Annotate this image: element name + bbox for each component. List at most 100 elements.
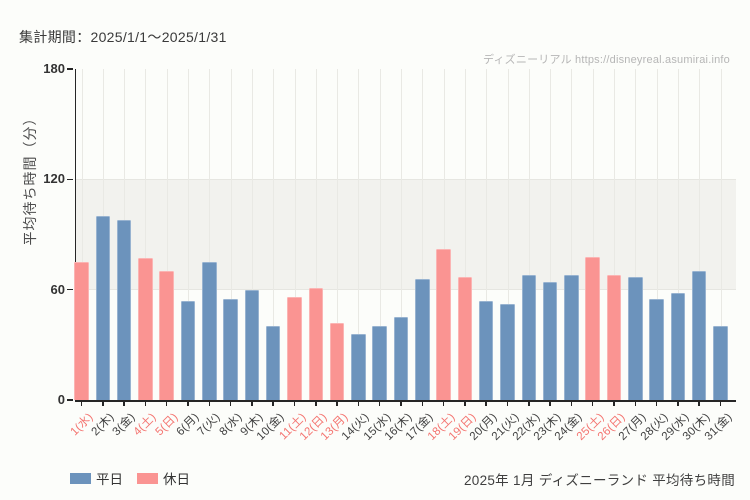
gridline (635, 69, 637, 400)
x-tick (272, 402, 274, 406)
x-tick (506, 402, 509, 406)
bar-day-7 (202, 262, 217, 400)
gridline (592, 69, 594, 400)
x-tick (229, 402, 232, 406)
x-tick (251, 402, 253, 406)
bar-day-23 (542, 282, 558, 400)
bar-day-15 (372, 326, 387, 400)
x-tick (591, 402, 594, 406)
legend: 平日 休日 (70, 468, 190, 488)
x-tick (570, 402, 573, 406)
y-tick-label: 0 (57, 392, 65, 407)
x-tick (421, 402, 424, 406)
x-tick (719, 402, 722, 406)
bar-day-2 (95, 216, 111, 400)
bar-day-18 (436, 249, 451, 400)
x-tick (677, 402, 679, 406)
gridline (550, 69, 552, 400)
chart-caption: 2025年 1月 ディズニーランド 平均待ち時間 (463, 473, 735, 488)
x-tick (187, 402, 189, 406)
weekday-color-swatch (70, 472, 91, 484)
bar-day-25 (585, 256, 600, 400)
gridline (337, 69, 339, 400)
x-tick (102, 402, 104, 406)
gridline (528, 69, 530, 400)
y-tick (67, 288, 73, 291)
bar-day-31 (713, 326, 728, 400)
bar-day-27 (628, 276, 643, 400)
period-title: 集計期間：2025/1/1～2025/1/31 (19, 29, 227, 45)
gridline (507, 69, 509, 400)
gridline (422, 69, 424, 400)
holiday-color-swatch (137, 472, 158, 484)
y-tick (67, 178, 73, 181)
x-tick (549, 402, 551, 406)
bar-day-1 (74, 262, 89, 400)
x-label-day-31: 31(金) (702, 409, 750, 443)
x-tick (485, 402, 487, 406)
legend-holiday-label: 休日 (163, 472, 190, 487)
bar-day-13 (329, 322, 345, 400)
bar-day-3 (116, 219, 132, 400)
watermark: ディズニーリアル https://disneyreal.asumirai.inf… (483, 54, 730, 66)
legend-item-weekday: 平日 (70, 468, 123, 488)
x-tick (123, 402, 125, 406)
legend-weekday-label: 平日 (96, 472, 123, 487)
bar-day-26 (606, 274, 622, 400)
gridline (464, 69, 466, 400)
bar-day-28 (649, 298, 664, 400)
x-tick (442, 402, 445, 406)
gridline (251, 69, 253, 400)
y-tick-label: 180 (43, 61, 65, 76)
gridline (358, 69, 360, 400)
bar-day-10 (265, 326, 281, 400)
gridline (614, 69, 615, 400)
gridline (379, 69, 381, 400)
gridline (315, 69, 317, 400)
gridline (677, 69, 679, 400)
gridline (699, 69, 701, 400)
bar-day-8 (223, 298, 238, 400)
gridline (81, 69, 83, 400)
x-tick (336, 402, 338, 406)
bar-day-20 (478, 300, 494, 400)
gridline (145, 69, 147, 400)
x-tick (634, 402, 637, 406)
shaded-band (76, 179, 736, 290)
x-tick (400, 402, 402, 406)
bar-day-14 (351, 333, 366, 400)
x-tick (698, 402, 700, 406)
x-tick (464, 402, 466, 406)
bar-day-21 (500, 304, 515, 400)
gridline (656, 69, 658, 400)
gridline (486, 69, 488, 400)
bar-day-5 (159, 271, 174, 400)
x-tick (357, 402, 360, 406)
bar-day-22 (521, 274, 537, 400)
y-tick (67, 68, 73, 70)
y-tick-label: 60 (50, 281, 65, 297)
gridline (401, 69, 402, 400)
bar-day-24 (564, 274, 579, 400)
plot-area: 1(水) 2(木) 3(金) 4(土) 5(日) 6(月) 7(火) 8(水) 9(木) 10(金… (43, 61, 736, 443)
x-tick (293, 402, 296, 406)
gridline (720, 69, 722, 400)
bar-day-29 (670, 293, 686, 400)
x-tick (315, 402, 317, 406)
bar-day-19 (457, 276, 473, 400)
gridline (166, 69, 168, 400)
x-tick (80, 402, 83, 406)
x-tick (655, 402, 658, 406)
gridline (188, 69, 189, 400)
x-tick (378, 402, 381, 406)
bar-day-11 (287, 297, 302, 400)
x-tick (613, 402, 615, 406)
y-tick-label: 120 (43, 171, 65, 187)
x-tick (144, 402, 147, 406)
gridline (230, 69, 232, 400)
x-tick (528, 402, 530, 406)
x-tick (165, 402, 168, 406)
gridline (209, 69, 211, 400)
bar-day-9 (244, 289, 260, 400)
bar-day-12 (308, 287, 324, 400)
